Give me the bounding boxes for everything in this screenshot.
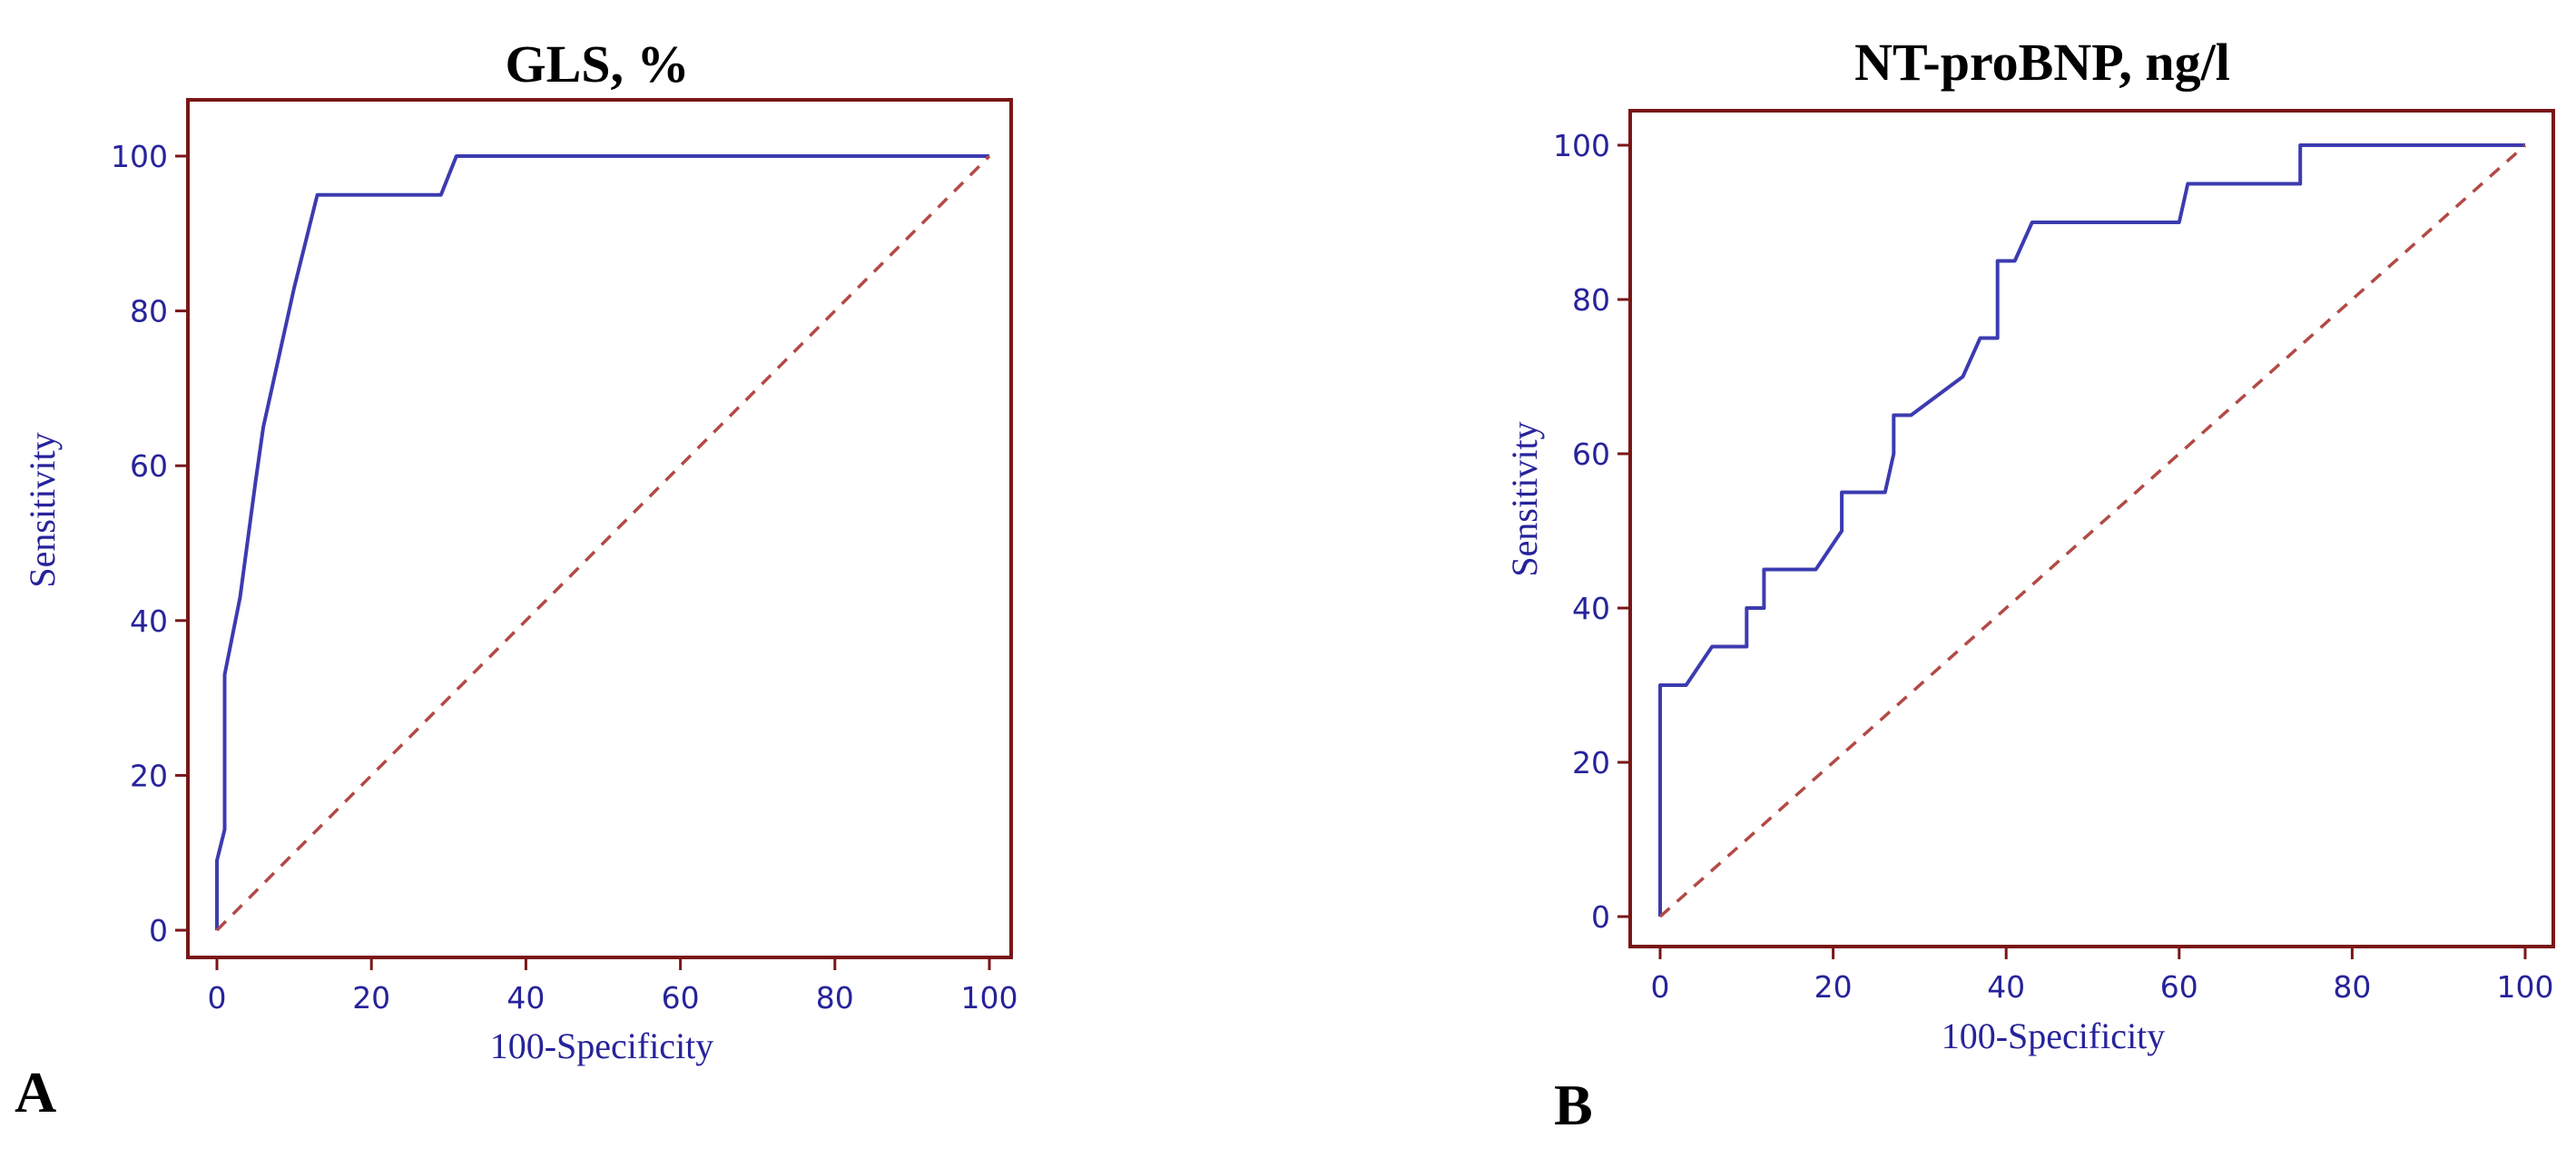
x-tick-label: 20 bbox=[1814, 969, 1853, 1005]
plot-frame bbox=[1628, 109, 2555, 948]
roc-curve-line bbox=[215, 154, 989, 930]
chart-title: GLS, % bbox=[505, 34, 689, 93]
x-tick-label: 0 bbox=[1651, 969, 1670, 1005]
x-tick-label: 20 bbox=[352, 980, 390, 1016]
chart-title: NT-proBNP, ng/l bbox=[1854, 33, 2230, 92]
x-tick-label: 80 bbox=[816, 980, 854, 1016]
x-tick-label: 60 bbox=[662, 980, 700, 1016]
y-tick-label: 40 bbox=[130, 604, 168, 639]
roc-curve-line bbox=[1658, 143, 2525, 917]
y-tick-label: 100 bbox=[111, 139, 168, 174]
roc-panel-b: NT-proBNP, ng/l 0 20 40 60 80 100 0 20 40 60 80 100 1… bbox=[1288, 0, 2576, 1158]
panel-letter-a: A bbox=[15, 1060, 57, 1124]
y-axis-label: Sensitivity bbox=[22, 432, 63, 587]
y-axis-label: Sensitivity bbox=[1504, 421, 1545, 576]
roc-chart-nt-probnp: NT-proBNP, ng/l 0 20 40 60 80 100 0 20 40 60 80 100 1… bbox=[1504, 33, 2555, 1056]
x-axis-label: 100-Specificity bbox=[490, 1026, 714, 1066]
y-tick-label: 60 bbox=[1572, 437, 1610, 472]
y-tick-label: 0 bbox=[149, 913, 168, 948]
y-tick-label: 60 bbox=[130, 448, 168, 484]
x-tick-label: 100 bbox=[2497, 969, 2554, 1005]
x-axis-label: 100-Specificity bbox=[1942, 1016, 2166, 1056]
y-tick-label: 0 bbox=[1591, 899, 1610, 935]
y-tick-label: 80 bbox=[1572, 282, 1610, 318]
plot-frame bbox=[186, 98, 1013, 959]
reference-diagonal-line bbox=[1658, 143, 2527, 918]
x-tick-label: 80 bbox=[2333, 969, 2371, 1005]
panel-letter-b: B bbox=[1554, 1073, 1593, 1137]
x-tick-label: 60 bbox=[2160, 969, 2198, 1005]
y-tick-label: 20 bbox=[1572, 745, 1610, 780]
x-tick-label: 40 bbox=[1987, 969, 2025, 1005]
x-tick-label: 100 bbox=[961, 980, 1018, 1016]
y-tick-label: 100 bbox=[1553, 128, 1610, 163]
x-tick-label: 0 bbox=[208, 980, 227, 1016]
roc-chart-gls: GLS, % 0 20 40 60 80 100 0 20 40 60 80 100 100-Specif… bbox=[22, 34, 1018, 1066]
roc-panel-a: GLS, % 0 20 40 60 80 100 0 20 40 60 80 100 100-Specif… bbox=[22, 34, 1018, 1066]
y-tick-label: 20 bbox=[130, 758, 168, 793]
y-tick-label: 80 bbox=[130, 294, 168, 329]
y-tick-label: 40 bbox=[1572, 591, 1610, 626]
x-tick-label: 40 bbox=[506, 980, 545, 1016]
reference-diagonal-line bbox=[215, 154, 991, 932]
